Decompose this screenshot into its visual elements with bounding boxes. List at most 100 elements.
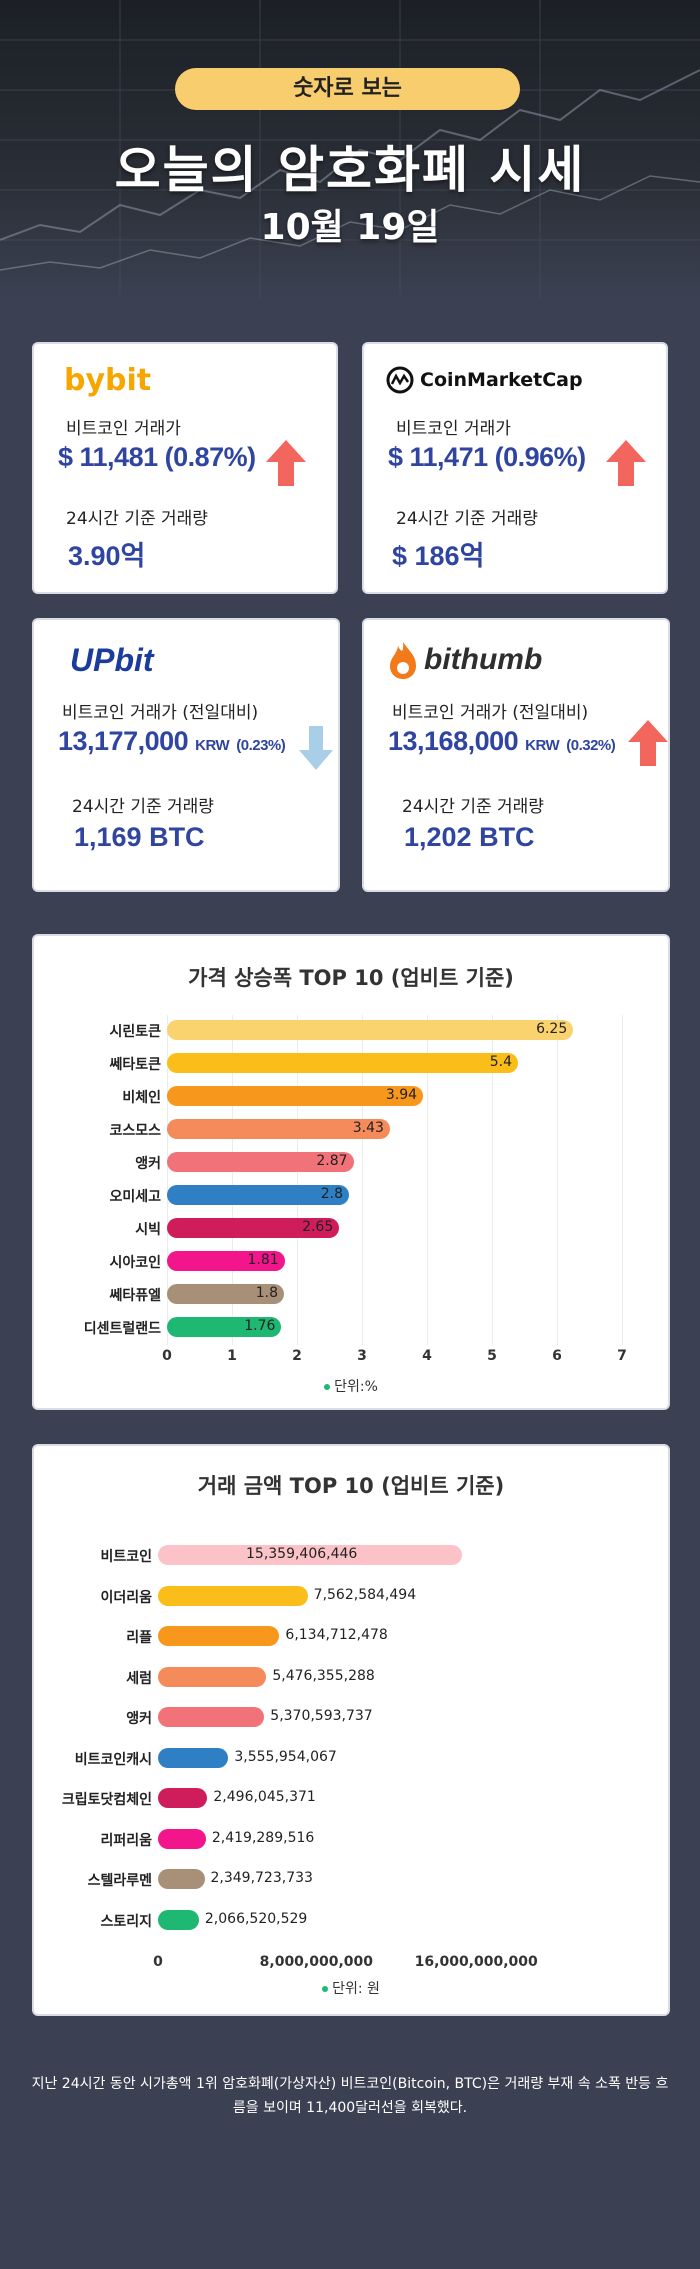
category-label: 스텔라루멘 [87, 1873, 152, 1889]
x-tick-label: 3 [357, 1348, 367, 1364]
exchange-card-bybit: bybit 비트코인 거래가 $ 11,481 (0.87%) 24시간 기준 … [34, 344, 336, 592]
chart-trade-amount-top10: 거래 금액 TOP 10 (업비트 기준) 비트코인 15,359,406,446… [34, 1446, 668, 2014]
category-label: 쎄타퓨엘 [109, 1288, 161, 1304]
bithumb-logo-text: bithumb [424, 643, 543, 676]
bar [167, 1251, 285, 1271]
bar [158, 1666, 267, 1687]
bar [167, 1053, 518, 1073]
grid-line [362, 1015, 363, 1345]
volume-label: 24시간 기준 거래량 [66, 509, 208, 529]
volume-label: 24시간 기준 거래량 [402, 797, 544, 817]
coinmarketcap-name: CoinMarketCap [420, 369, 583, 391]
bar-value-label: 5.4 [489, 1054, 512, 1070]
category-label: 앵커 [135, 1156, 161, 1172]
bar-value-label: 3.43 [352, 1120, 384, 1136]
category-label: 디센트럴랜드 [83, 1321, 161, 1337]
bar-value-label: 3.94 [385, 1087, 418, 1103]
volume-value: $ 186억 [392, 541, 485, 571]
bar [158, 1545, 462, 1565]
svg-text:bybit: bybit [64, 363, 151, 398]
x-tick-label: 6 [552, 1348, 562, 1364]
chart-title: 거래 금액 TOP 10 (업비트 기준) [197, 1474, 505, 1498]
bar-value-label: 2,349,723,733 [210, 1870, 313, 1886]
grid-line [622, 1015, 623, 1345]
stock-chart-background [0, 0, 700, 298]
category-label: 리퍼리움 [100, 1832, 152, 1849]
category-label: 세럼 [126, 1670, 152, 1687]
legend-marker [324, 1384, 331, 1390]
bar-value-label: 1.8 [255, 1285, 278, 1301]
bar [158, 1626, 280, 1646]
grid-line [557, 1015, 558, 1345]
bithumb-logo: bithumb [388, 640, 542, 680]
x-tick-label: 0 [162, 1348, 172, 1364]
grid-line [167, 1015, 168, 1345]
bar [167, 1185, 349, 1205]
bar [167, 1284, 284, 1304]
category-label: 앵커 [126, 1711, 152, 1727]
price-label: 비트코인 거래가 [396, 419, 511, 439]
page-title: 오늘의 암호화폐 시세 [114, 141, 586, 199]
bar-value-label: 6,134,712,478 [285, 1627, 388, 1643]
grid-line [427, 1015, 428, 1345]
arrow-down-icon [299, 726, 333, 770]
volume-value: 3.90억 [68, 541, 146, 571]
category-label: 리플 [126, 1630, 152, 1646]
bar [158, 1788, 208, 1808]
bar [158, 1707, 265, 1727]
volume-value: 1,202 BTC [404, 822, 535, 852]
x-tick-label: 8,000,000,000 [259, 1954, 374, 1970]
bar [158, 1869, 205, 1889]
bar [158, 1585, 308, 1606]
price-unit: KRW [525, 737, 560, 754]
arrow-up-icon [266, 440, 306, 486]
category-label: 스토리지 [100, 1913, 152, 1930]
category-label: 코스모스 [109, 1123, 161, 1139]
hero-banner: 숫자로 보는 오늘의 암호화폐 시세 10월 19일 [0, 0, 700, 298]
x-tick-label: 16,000,000,000 [414, 1954, 538, 1970]
price-value: $ 11,471 (0.96%) [388, 442, 586, 472]
bar-value-label: 1.76 [244, 1318, 276, 1334]
chart-plot-area: 시린토큰 6.25 쎄타토큰 5.4 비체인 3.94 코스모스 3.43 앵커 2.87 오미세고… [34, 936, 668, 1408]
price-change: (0.32%) [566, 737, 616, 754]
bar-value-label: 2,419,289,516 [211, 1829, 315, 1846]
x-tick-label: 0 [153, 1954, 163, 1970]
chart-price-increase-top10: 가격 상승폭 TOP 10 (업비트 기준) 시린토큰 6.25 쎄타토큰 5.4 비체… [34, 936, 668, 1408]
price-value: 13,177,000 KRW (0.23%) [58, 726, 286, 756]
bar [167, 1218, 340, 1238]
category-label: 시빅 [135, 1222, 161, 1238]
footnote-text: 지난 24시간 동안 시가총액 1위 암호화폐(가상자산) 비트코인(Bitco… [31, 2076, 669, 2116]
bar [167, 1317, 282, 1337]
volume-value: 1,169 BTC [74, 822, 205, 852]
bar [158, 1909, 199, 1930]
chart-legend: 단위: 원 [34, 1978, 668, 1998]
chart-legend: 단위:% [34, 1376, 668, 1396]
upbit-logo-text: UPbit [70, 641, 154, 678]
bar-value-label: 1.81 [247, 1252, 279, 1268]
bar [167, 1086, 424, 1106]
chart-title: 가격 상승폭 TOP 10 (업비트 기준) [188, 966, 514, 990]
price-value: $ 11,481 (0.87%) [58, 442, 256, 472]
hero-pill: 숫자로 보는 [175, 68, 520, 110]
price-label: 비트코인 거래가 (전일대비) [392, 703, 589, 723]
category-label: 비체인 [122, 1090, 161, 1106]
bar-value-label: 7,562,584,494 [313, 1586, 417, 1603]
price-value: 13,168,000 KRW (0.32%) [388, 726, 616, 756]
bithumb-flame-icon [390, 642, 416, 679]
x-tick-label: 1 [227, 1348, 237, 1364]
bar-value-label: 2.87 [316, 1153, 348, 1169]
x-tick-label: 4 [422, 1348, 432, 1364]
coinmarketcap-logo: CoinMarketCap [386, 360, 583, 400]
bybit-logo-icon: bybit [64, 363, 151, 398]
bar [167, 1020, 574, 1040]
volume-label: 24시간 기준 거래량 [72, 797, 214, 817]
bybit-logo: bybit [64, 360, 174, 400]
category-label: 비트코인 [100, 1549, 152, 1565]
category-label: 시린토큰 [109, 1024, 161, 1040]
x-tick-label: 7 [617, 1348, 627, 1364]
exchange-card-bithumb: bithumb 비트코인 거래가 (전일대비) 13,168,000 KRW (… [364, 620, 668, 890]
price-label: 비트코인 거래가 [66, 419, 181, 439]
bar-value-label: 6.25 [536, 1021, 568, 1037]
bar-value-label: 5,476,355,288 [272, 1667, 375, 1684]
exchange-card-coinmarketcap: CoinMarketCap 비트코인 거래가 $ 11,471 (0.96%) … [364, 344, 666, 592]
